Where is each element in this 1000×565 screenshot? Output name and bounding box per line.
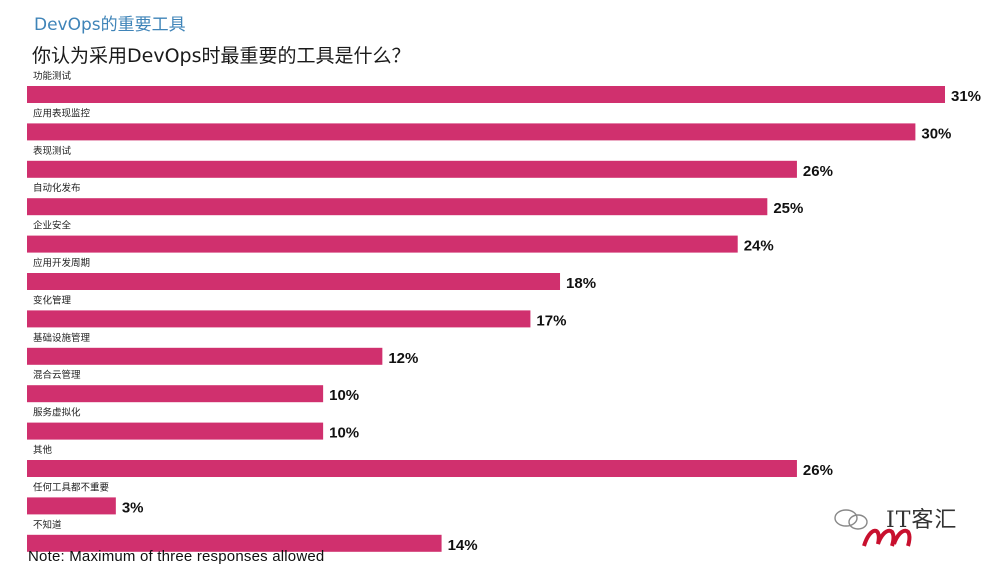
bar [27,347,383,365]
bar [27,422,324,440]
category-label: 表现测试 [33,145,72,157]
value-label: 30% [921,125,951,142]
value-label: 12% [388,350,418,367]
category-label: 不知道 [33,519,62,531]
bar [27,310,531,328]
category-label: 功能测试 [33,70,72,82]
value-label: 31% [951,88,981,105]
bar [27,86,945,103]
bar [27,160,797,178]
bar [27,273,561,290]
category-label: 混合云管理 [33,369,81,381]
value-label: 3% [122,499,144,516]
bar [27,235,738,253]
value-label: 18% [566,275,596,292]
category-label: 基础设施管理 [33,332,91,344]
bar [27,385,324,403]
bar [27,123,916,141]
category-label: 自动化发布 [33,182,81,194]
bar [27,534,442,552]
value-label: 26% [803,462,833,479]
category-label: 其他 [33,444,53,456]
category-label: 服务虚拟化 [33,407,81,419]
page-title: DevOps的重要工具 [34,15,186,35]
value-label: 26% [803,163,833,180]
bar [27,198,768,216]
value-label: 14% [448,537,478,554]
category-label: 企业安全 [33,220,72,232]
value-label: 10% [329,387,359,404]
value-label: 24% [744,238,774,255]
bar [27,460,797,477]
footnote: Note: Maximum of three responses allowed [28,548,325,565]
watermark-text: IT客汇 [886,508,958,533]
value-label: 17% [536,312,566,329]
category-label: 任何工具都不重要 [33,481,109,493]
bar [27,497,116,515]
value-label: 25% [773,200,803,217]
category-label: 应用开发周期 [33,257,90,269]
category-label: 应用表现监控 [33,107,91,119]
watermark-logo-icon [834,509,912,547]
chart-question: 你认为采用DevOps时最重要的工具是什么？ [32,45,411,67]
category-label: 变化管理 [33,294,72,306]
value-label: 10% [329,425,359,442]
